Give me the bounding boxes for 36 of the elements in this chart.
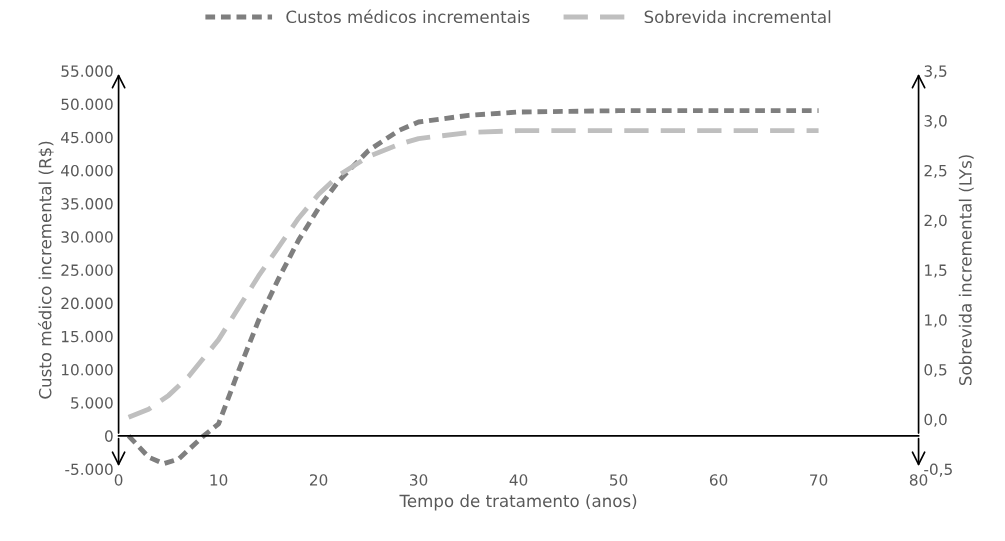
y2-tick-label: 3,5 xyxy=(924,65,947,79)
x-tick-label: 70 xyxy=(810,474,828,486)
y-tick-label: 0 xyxy=(105,430,113,442)
x-axis-title: Tempo de tratamento (anos) xyxy=(399,494,637,511)
x-tick-label: 40 xyxy=(509,474,528,486)
y-tick-label: 30.000 xyxy=(61,231,113,243)
y2-tick-label: 1,0 xyxy=(925,314,947,328)
x-tick-label: 10 xyxy=(210,474,228,486)
y-tick-label: 50.000 xyxy=(61,98,113,111)
y-tick-label: 45.000 xyxy=(61,131,113,144)
y-tick-label: 15.000 xyxy=(61,330,113,343)
y2-tick-label: 1,5 xyxy=(925,264,947,278)
y-tick-label: 20.000 xyxy=(61,297,113,310)
y-tick-label: -5.000 xyxy=(65,463,113,476)
line-series xyxy=(126,108,821,467)
y2-tick-label: 0,0 xyxy=(924,413,947,427)
y-tick-label: 40.000 xyxy=(61,164,113,177)
y-tick-label: 35.000 xyxy=(61,198,113,210)
legend-label: Custos médicos incrementais xyxy=(286,9,530,24)
y2-tick-label: 2,0 xyxy=(924,214,947,228)
y2-tick-label: 2,5 xyxy=(924,164,947,178)
x-tick-label: 60 xyxy=(709,474,728,486)
legend-label: Sobrevida incremental xyxy=(644,10,831,24)
x-tick-label: 30 xyxy=(410,474,428,486)
x-tick-label: 50 xyxy=(610,474,628,486)
y2-axis-title: Sobrevida incremental (LYs) xyxy=(958,155,974,386)
y2-tick-label: 0,5 xyxy=(924,363,947,378)
y-tick-label: 5.000 xyxy=(71,397,113,409)
y-tick-label: 55.000 xyxy=(61,65,113,77)
y-tick-label: 10.000 xyxy=(61,363,113,376)
x-tick-label: 20 xyxy=(309,474,328,486)
y2-tick-label: 3,0 xyxy=(924,115,947,129)
line-series xyxy=(126,128,821,420)
y-axis-title: Custo médico incremental (R$) xyxy=(37,141,54,399)
y-tick-label: 25.000 xyxy=(61,264,113,276)
x-tick-label: 0 xyxy=(114,474,123,486)
